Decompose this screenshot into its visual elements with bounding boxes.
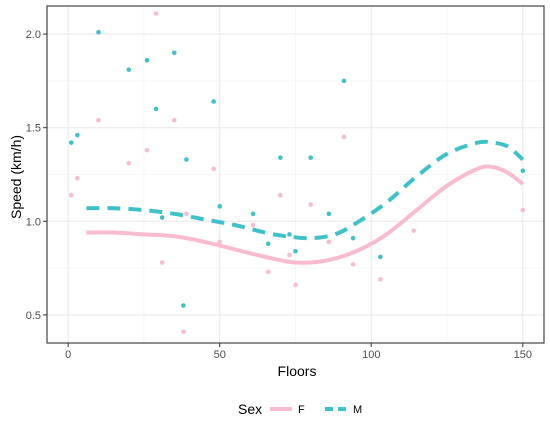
legend: Sex F M: [238, 401, 362, 417]
x-tick-label: 0: [65, 349, 71, 361]
data-point: [153, 11, 159, 16]
data-point: [250, 222, 256, 228]
data-point: [520, 168, 526, 174]
data-point: [211, 99, 216, 104]
data-point: [68, 192, 74, 198]
data-point: [411, 228, 416, 233]
series-M-points: [68, 29, 526, 308]
x-axis: 0 50 100 150: [65, 343, 532, 361]
y-axis-title: Speed (km/h): [8, 135, 24, 219]
y-axis: 0.5 1.0 1.5 2.0: [26, 29, 47, 322]
data-point: [293, 282, 298, 288]
legend-label-F: F: [298, 404, 305, 416]
data-point: [350, 235, 356, 241]
data-point: [250, 211, 256, 217]
data-point: [378, 277, 383, 282]
data-point: [184, 211, 189, 217]
data-point: [326, 239, 332, 245]
data-point: [181, 329, 186, 335]
y-tick-label: 0.5: [26, 310, 41, 322]
data-point: [181, 303, 186, 308]
data-point: [153, 106, 159, 112]
legend-label-M: M: [353, 404, 362, 416]
series-F-points: [68, 11, 526, 335]
data-point: [265, 269, 271, 275]
data-point: [265, 241, 271, 247]
series-F-smooth-line: [86, 164, 525, 265]
data-point: [341, 78, 347, 84]
y-tick-label: 1.0: [26, 216, 41, 228]
data-point: [126, 160, 132, 166]
data-point: [308, 155, 313, 160]
x-tick-label: 100: [362, 349, 380, 361]
data-point: [217, 239, 223, 245]
legend-title: Sex: [238, 401, 262, 417]
panel-border: [46, 5, 545, 344]
data-point: [159, 215, 165, 220]
data-point: [211, 166, 216, 172]
data-point: [184, 157, 189, 162]
data-point: [171, 50, 177, 56]
y-tick-label: 2.0: [26, 29, 41, 41]
data-point: [520, 207, 526, 213]
data-point: [171, 117, 177, 123]
data-point: [378, 254, 383, 260]
data-point: [159, 260, 165, 265]
data-point: [96, 29, 101, 35]
x-tick-label: 150: [514, 349, 532, 361]
data-point: [75, 132, 80, 138]
data-point: [350, 262, 356, 267]
data-point: [287, 252, 292, 258]
data-point: [326, 211, 332, 217]
data-point: [75, 175, 80, 181]
data-point: [217, 204, 223, 209]
data-point: [278, 155, 283, 160]
data-point: [287, 232, 292, 237]
data-point: [278, 192, 283, 198]
y-tick-label: 1.5: [26, 123, 41, 135]
x-tick-label: 50: [214, 349, 226, 361]
data-point: [96, 117, 101, 123]
series-M-smooth-line: [86, 139, 525, 241]
data-point: [144, 147, 150, 153]
data-point: [308, 202, 313, 207]
data-point: [144, 57, 150, 63]
x-axis-title: Floors: [278, 363, 317, 379]
data-point: [126, 67, 132, 72]
data-point: [341, 134, 347, 140]
data-point: [68, 140, 74, 145]
plot-panel: [46, 5, 545, 344]
data-point: [293, 248, 298, 254]
